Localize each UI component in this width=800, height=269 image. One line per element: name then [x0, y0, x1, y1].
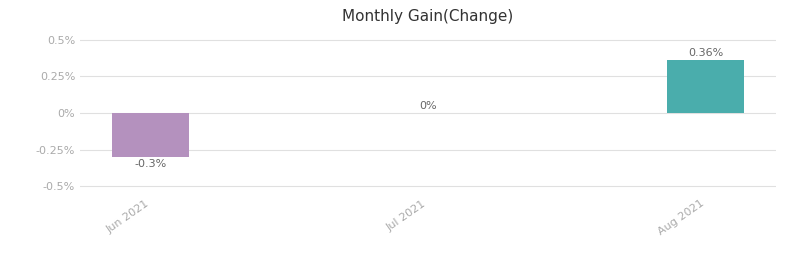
Text: 0.36%: 0.36% — [688, 48, 723, 58]
Text: -0.3%: -0.3% — [134, 159, 166, 169]
Bar — [666, 60, 744, 113]
Bar — [112, 113, 190, 157]
Title: Monthly Gain(Change): Monthly Gain(Change) — [342, 9, 514, 24]
Text: 0%: 0% — [419, 101, 437, 111]
